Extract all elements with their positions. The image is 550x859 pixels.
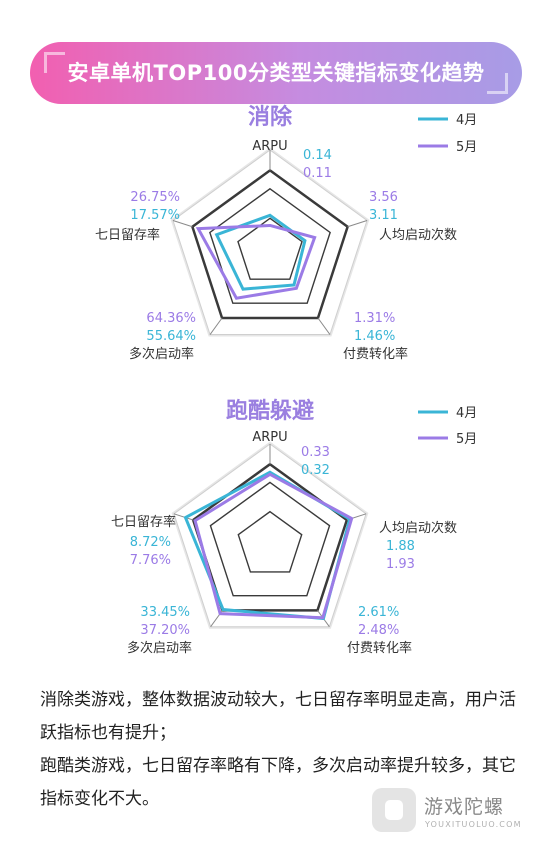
axis-label-launches: 人均启动次数 [379, 520, 457, 536]
summary-text: 消除类游戏，整体数据波动较大，七日留存率明显走高，用户活跃指标也有提升； 跑酷类… [40, 684, 520, 816]
radar-chart-paoku: 跑酷躲避 4月 5月 ARPU 0.33 0.32 人均启动次数 1.88 1.… [111, 398, 477, 656]
value-payconv-may: 1.46% [354, 329, 395, 344]
series-may-polygon [193, 472, 354, 620]
axis-label-payconv: 付费转化率 [343, 346, 408, 362]
legend-label-may: 5月 [456, 432, 477, 447]
radar-grid-ring [237, 217, 303, 280]
radar-grid [170, 147, 370, 337]
value-payconv-may: 2.48% [358, 623, 399, 638]
header-banner: 安卓单机TOP100分类型关键指标变化趋势 [30, 42, 522, 104]
logo-icon [372, 788, 416, 832]
radar-grid [171, 441, 369, 629]
axis-label-multilaunch: 多次启动率 [127, 640, 192, 656]
value-launches-may: 3.11 [369, 208, 398, 223]
chart-title: 消除 [248, 104, 293, 130]
radar-spoke [173, 513, 194, 521]
radar-grid-ring [237, 510, 303, 573]
axis-label-payconv: 付费转化率 [347, 640, 412, 656]
radar-spoke [317, 317, 331, 335]
banner-corner-decoration [487, 73, 508, 94]
value-retention-may: 7.76% [130, 553, 171, 568]
value-arpu-may: 0.32 [301, 463, 330, 478]
value-launches-apr: 3.56 [369, 190, 398, 205]
radar-chart-xiaochu: 消除 4月 5月 ARPU 0.14 0.11 3.56 3.11 人均启动次数… [95, 104, 477, 362]
value-multilaunch-may: 37.20% [140, 623, 190, 638]
value-arpu-apr: 0.33 [301, 445, 330, 460]
value-multilaunch-apr: 33.45% [140, 605, 190, 620]
axis-label-multilaunch: 多次启动率 [129, 346, 194, 362]
radar-spoke [172, 220, 193, 228]
logo-url: YOUXITUOLUO.COM [425, 820, 522, 829]
value-multilaunch-may: 55.64% [146, 329, 196, 344]
value-launches-apr: 1.88 [386, 539, 415, 554]
axis-label-retention: 七日留存率 [95, 227, 160, 243]
page-title: 安卓单机TOP100分类型关键指标变化趋势 [67, 61, 485, 85]
radar-spoke [209, 317, 223, 335]
value-arpu-apr: 0.14 [303, 148, 332, 163]
legend-label-apr: 4月 [456, 113, 477, 128]
value-payconv-apr: 1.31% [354, 311, 395, 326]
banner-corner-decoration [44, 52, 65, 73]
value-retention-apr: 26.75% [130, 190, 180, 205]
axis-label-launches: 人均启动次数 [379, 227, 457, 243]
summary-paragraph: 消除类游戏，整体数据波动较大，七日留存率明显走高，用户活跃指标也有提升； [40, 690, 516, 743]
series-apr-polygon [214, 213, 307, 291]
radar-spoke [347, 220, 368, 228]
chart-title: 跑酷躲避 [226, 398, 314, 424]
value-arpu-may: 0.11 [303, 166, 332, 181]
logo-text: 游戏陀螺 [424, 796, 505, 818]
value-retention-may: 17.57% [130, 208, 180, 223]
legend-label-may: 5月 [456, 140, 477, 155]
series-may-polygon [195, 223, 317, 300]
watermark-logo: 游戏陀螺 YOUXITUOLUO.COM [372, 782, 542, 842]
axis-label-arpu: ARPU [252, 430, 287, 445]
axis-label-arpu: ARPU [252, 139, 287, 154]
value-multilaunch-apr: 64.36% [146, 311, 196, 326]
axis-label-retention: 七日留存率 [111, 514, 176, 530]
value-launches-may: 1.93 [386, 557, 415, 572]
legend-label-apr: 4月 [456, 406, 477, 421]
summary-paragraph: 跑酷类游戏，七日留存率略有下降，多次启动率提升较多，其它指标变化不大。 [40, 756, 516, 809]
value-payconv-apr: 2.61% [358, 605, 399, 620]
value-retention-apr: 8.72% [130, 535, 171, 550]
